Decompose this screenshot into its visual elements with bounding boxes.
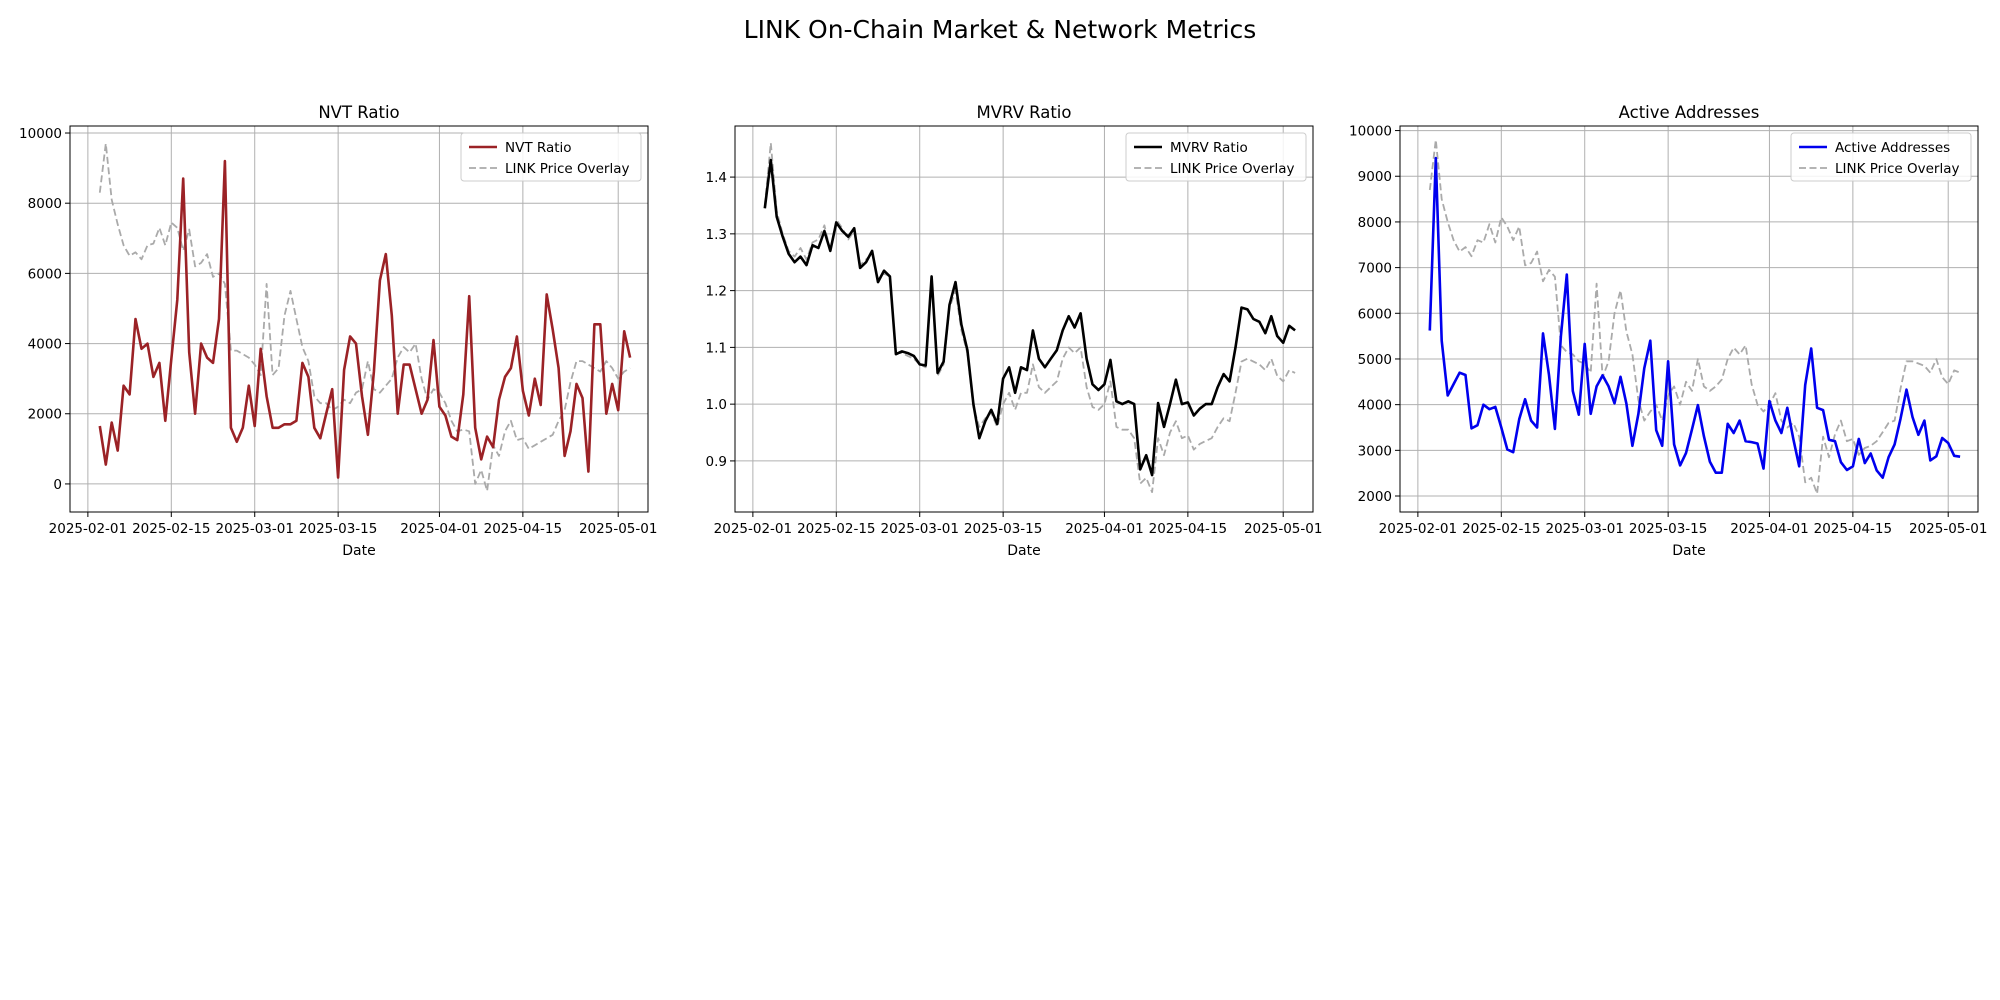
x-tick-label: 2025-02-01	[49, 521, 127, 537]
y-tick-label: 1.3	[706, 227, 727, 243]
y-tick-label: 2000	[28, 407, 62, 423]
chart-title: MVRV Ratio	[977, 103, 1072, 122]
x-tick-label: 2025-02-15	[1462, 521, 1540, 537]
chart-mvrv-ratio: MVRV Ratio Date 2025-02-01 2025-02-15 2025…	[706, 103, 1323, 559]
figure-title: LINK On-Chain Market & Network Metrics	[744, 15, 1257, 44]
y-tick-label: 10000	[1349, 124, 1392, 140]
legend-box	[460, 132, 642, 182]
y-tick-label: 0	[53, 477, 62, 493]
y-tick-label: 4000	[28, 337, 62, 353]
x-tick-label: 2025-04-15	[1149, 521, 1227, 537]
legend-label: LINK Price Overlay	[1170, 161, 1294, 177]
x-tick-label: 2025-02-15	[797, 521, 875, 537]
x-tick-label: 2025-03-01	[1545, 521, 1623, 537]
plot-frame	[69, 125, 649, 513]
y-tick-label: 2000	[1358, 489, 1392, 505]
chart-title: NVT Ratio	[318, 103, 399, 122]
y-tick-label: 10000	[19, 126, 62, 142]
series-line-link-price-overlay	[1428, 138, 1961, 495]
chart-active-addresses: Active Addresses Date 2025-02-01 2025-02-…	[1349, 103, 1987, 559]
y-tick-label: 9000	[1358, 169, 1392, 185]
x-tick-label: 2025-05-01	[579, 521, 657, 537]
y-tick-label: 1.0	[706, 397, 727, 413]
x-tick-label: 2025-04-01	[1730, 521, 1808, 537]
y-tick-label: 6000	[28, 266, 62, 282]
plot-frame	[1399, 125, 1979, 513]
legend-label: MVRV Ratio	[1170, 140, 1248, 156]
x-tick-label: 2025-03-01	[880, 521, 958, 537]
y-tick-label: 8000	[28, 196, 62, 212]
y-tick-label: 1.1	[706, 340, 727, 356]
series-line-nvt-ratio	[98, 159, 632, 479]
x-tick-label: 2025-03-01	[215, 521, 293, 537]
legend-label: Active Addresses	[1835, 140, 1950, 156]
x-axis-label: Date	[1672, 543, 1705, 559]
y-tick-label: 0.9	[706, 454, 727, 470]
x-tick-label: 2025-04-01	[1065, 521, 1143, 537]
x-tick-label: 2025-04-01	[400, 521, 478, 537]
y-tick-label: 3000	[1358, 443, 1392, 459]
x-axis-label: Date	[342, 543, 375, 559]
x-tick-label: 2025-03-15	[299, 521, 377, 537]
legend-label: LINK Price Overlay	[1835, 161, 1959, 177]
y-tick-label: 7000	[1358, 261, 1392, 277]
y-tick-label: 1.4	[706, 170, 727, 186]
x-tick-label: 2025-03-15	[1629, 521, 1707, 537]
x-tick-label: 2025-04-15	[1814, 521, 1892, 537]
legend-label: LINK Price Overlay	[505, 161, 629, 177]
y-tick-label: 6000	[1358, 306, 1392, 322]
x-tick-label: 2025-02-01	[714, 521, 792, 537]
series-line-mvrv-ratio	[763, 158, 1296, 477]
legend-label: NVT Ratio	[505, 140, 572, 156]
x-tick-label: 2025-02-15	[132, 521, 210, 537]
series-line-link-price-overlay	[98, 142, 631, 492]
series-line-active-addresses	[1428, 156, 1961, 480]
x-tick-label: 2025-04-15	[484, 521, 562, 537]
x-axis-label: Date	[1007, 543, 1040, 559]
series-line-link-price-overlay	[763, 142, 1296, 494]
legend-box	[1125, 132, 1307, 182]
y-tick-label: 8000	[1358, 215, 1392, 231]
x-tick-label: 2025-05-01	[1909, 521, 1987, 537]
plot-frame	[734, 125, 1314, 513]
legend-box	[1790, 132, 1972, 182]
x-tick-label: 2025-03-15	[964, 521, 1042, 537]
y-tick-label: 5000	[1358, 352, 1392, 368]
y-tick-label: 1.2	[706, 284, 727, 300]
x-tick-label: 2025-02-01	[1379, 521, 1457, 537]
chart-nvt-ratio: NVT Ratio Date 2025-02-01 2025-02-15 2025-…	[19, 103, 657, 559]
chart-title: Active Addresses	[1619, 103, 1760, 122]
y-tick-label: 4000	[1358, 398, 1392, 414]
x-tick-label: 2025-05-01	[1244, 521, 1322, 537]
